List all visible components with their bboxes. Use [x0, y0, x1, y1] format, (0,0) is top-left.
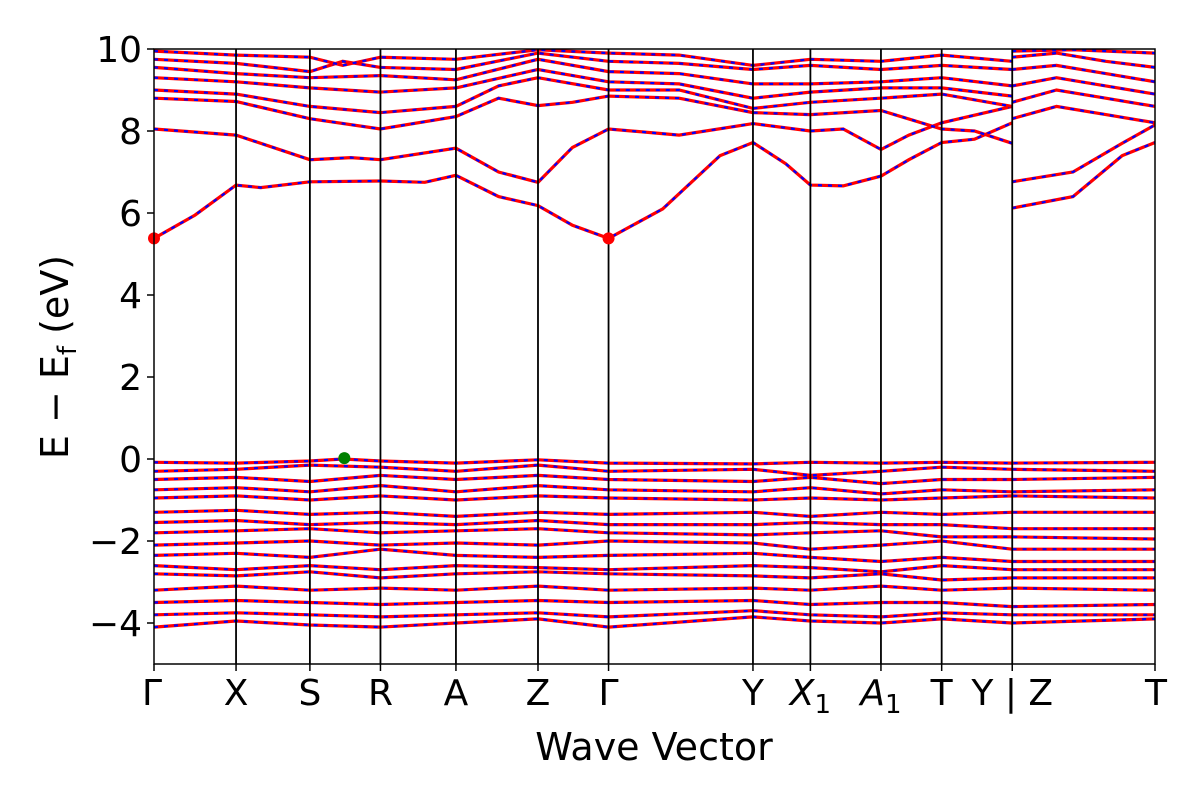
x-tick-label-3: R: [368, 673, 393, 714]
band-lines: [154, 49, 1155, 629]
conduction-band-12-spin-down-line: [1011, 76, 1155, 96]
x-axis-ticks: Γ X S R A Z Γ Y X1 A1 T Y | Z T: [142, 664, 1168, 720]
y-tick-label-0: −4: [89, 604, 142, 645]
y-axis-label-unit: (eV): [33, 255, 77, 346]
conduction-band-3-spin-down-line: [154, 105, 1013, 184]
conduction-band-13-spin-down-line: [1012, 64, 1155, 83]
conduction-band-6-spin-down-line: [154, 68, 1013, 100]
y-axis-label: E − Ef (eV): [33, 255, 83, 459]
valence-band-15-spin-down-line: [154, 615, 1155, 629]
valence-band-8-spin-down-line: [154, 539, 1155, 551]
y-axis-label-main: E − E: [33, 355, 77, 459]
y-tick-label-7: 10: [96, 30, 142, 71]
y-tick-label-5: 6: [119, 194, 142, 235]
conduction-band-11-spin-up-line: [1011, 88, 1155, 108]
x-tick-label-1: X: [224, 673, 249, 714]
conduction-band-2-spin-up-line: [1011, 123, 1155, 184]
conduction-band-2-spin-down-line: [1012, 123, 1155, 183]
conduction-band-6-spin-up-line: [154, 67, 1013, 100]
x-axis-label: Wave Vector: [535, 725, 773, 769]
conduction-band-10-spin-up-line: [1011, 104, 1155, 125]
conduction-band-0-spin-up-line: [154, 121, 1013, 241]
y-tick-label-6: 8: [119, 112, 142, 153]
x-tick-label-4: A: [444, 673, 469, 714]
x-tick-label-5: Z: [526, 673, 551, 714]
y-axis-ticks: −4 −2 0 2 4 6 8 10: [89, 30, 154, 645]
conduction-band-10-spin-down-line: [1011, 105, 1155, 124]
x-tick-label-6: Γ: [599, 673, 619, 714]
valence-band-0-spin-down-line: [154, 457, 1155, 466]
y-tick-label-2: 0: [119, 440, 142, 481]
conduction-band-7-spin-up-line: [154, 57, 1013, 88]
y-tick-label-1: −2: [89, 522, 142, 563]
x-tick-label-0: Γ: [142, 673, 162, 714]
y-tick-label-4: 4: [119, 276, 142, 317]
extremum-marker-1: [602, 232, 615, 245]
conduction-band-0-spin-down-line: [154, 121, 1013, 240]
x-tick-label-11: Y | Z: [970, 673, 1053, 714]
x-tick-label-8: X1: [788, 673, 831, 720]
y-tick-label-3: 2: [119, 358, 142, 399]
extremum-marker-2: [338, 452, 351, 465]
x-tick-label-10: T: [930, 673, 954, 714]
conduction-band-9-spin-down-line: [154, 49, 1013, 67]
conduction-band-5-spin-up-line: [154, 76, 1013, 115]
conduction-band-4-spin-down-line: [154, 94, 1013, 145]
x-tick-label-2: S: [298, 673, 321, 714]
x-tick-label-12: T: [1144, 673, 1168, 714]
y-axis-label-subscript: f: [53, 345, 83, 355]
conduction-band-8-spin-down-line: [154, 51, 1013, 73]
conduction-band-11-spin-down-line: [1011, 88, 1155, 108]
plot-frame: [153, 48, 1156, 665]
kpoint-divider-lines: [235, 49, 1014, 664]
x-tick-label-7: Y: [741, 673, 765, 714]
conduction-band-3-spin-up-line: [154, 104, 1013, 185]
valence-band-4-spin-down-line: [154, 494, 1155, 502]
conduction-band-14-spin-down-line: [1012, 51, 1155, 69]
x-tick-label-9: A1: [858, 673, 901, 720]
conduction-band-1-spin-down-line: [1011, 141, 1155, 210]
conduction-band-1-spin-up-line: [1011, 141, 1155, 210]
conduction-band-15-spin-down-line: [1012, 49, 1155, 55]
band-extrema-markers: [148, 232, 615, 465]
